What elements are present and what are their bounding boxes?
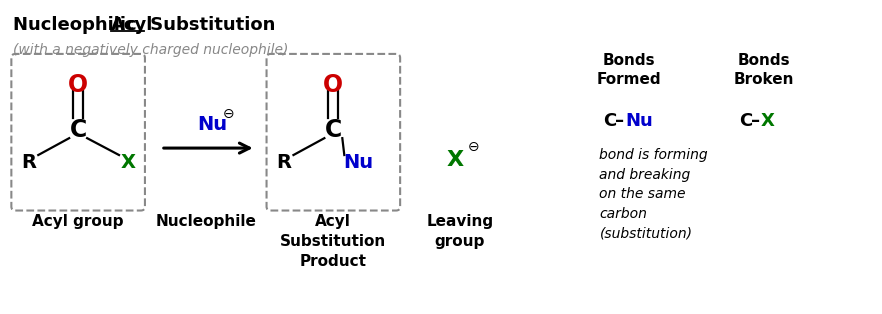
Text: Nucleophilic: Nucleophilic <box>13 16 143 34</box>
Text: Nu: Nu <box>343 153 373 172</box>
Text: Substitution: Substitution <box>144 16 275 34</box>
Text: Bonds
Broken: Bonds Broken <box>734 53 794 87</box>
Text: ⊖: ⊖ <box>222 107 235 122</box>
Text: X: X <box>761 112 775 130</box>
Text: Bonds
Formed: Bonds Formed <box>597 53 662 87</box>
Text: ⊖: ⊖ <box>468 140 480 154</box>
Text: Nucleophile: Nucleophile <box>155 214 256 230</box>
Text: Nu: Nu <box>625 112 654 130</box>
Text: Leaving
group: Leaving group <box>426 214 494 249</box>
Text: R: R <box>276 153 291 172</box>
Text: R: R <box>21 153 36 172</box>
Text: Acyl: Acyl <box>111 16 153 34</box>
Text: C: C <box>739 112 752 130</box>
Text: Nu: Nu <box>197 115 227 134</box>
Text: bond is forming
and breaking
on the same
carbon
(substitution): bond is forming and breaking on the same… <box>600 148 708 240</box>
Text: C: C <box>70 118 86 142</box>
Text: X: X <box>446 150 464 170</box>
Text: C: C <box>603 112 617 130</box>
Text: –: – <box>751 112 760 130</box>
Text: O: O <box>324 73 343 97</box>
Text: –: – <box>616 112 624 130</box>
Text: C: C <box>325 118 342 142</box>
Text: O: O <box>68 73 88 97</box>
Text: X: X <box>121 153 136 172</box>
Text: Acyl group: Acyl group <box>33 214 123 230</box>
Text: (with a negatively charged nucleophile): (with a negatively charged nucleophile) <box>13 43 288 57</box>
Text: Acyl
Substitution
Product: Acyl Substitution Product <box>280 214 386 269</box>
